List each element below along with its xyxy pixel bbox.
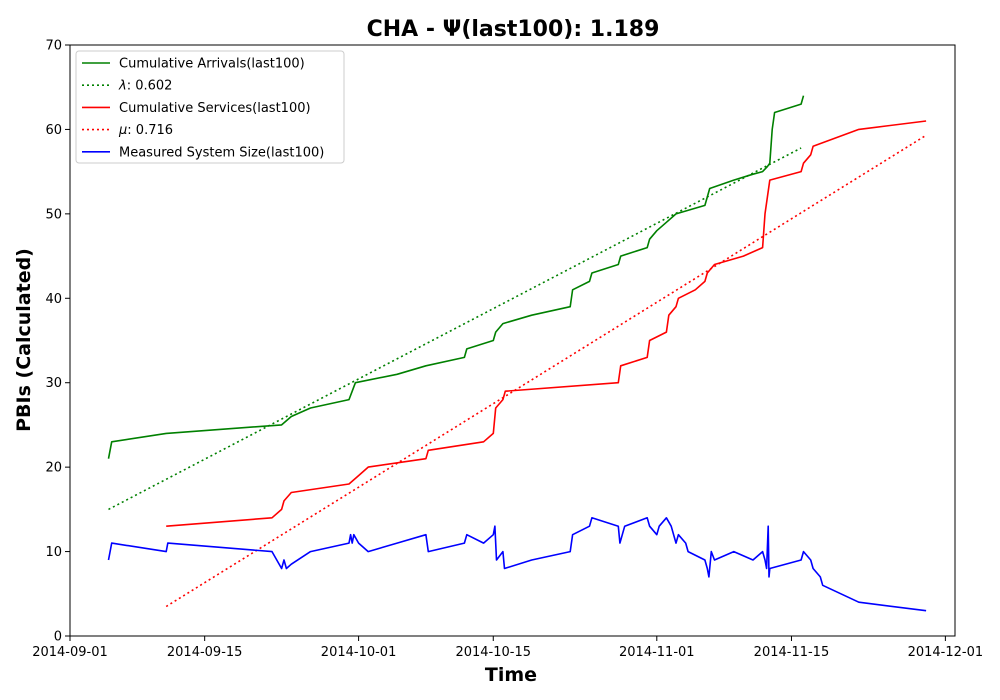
y-tick-label: 10 — [45, 545, 62, 560]
chart-title: CHA - Ψ(last100): 1.189 — [367, 17, 660, 42]
x-tick-label: 2014-12-01 — [908, 645, 984, 660]
y-tick-label: 0 — [54, 630, 62, 645]
legend-entry: Cumulative Services(last100) — [119, 101, 311, 116]
y-tick-label: 30 — [45, 376, 62, 391]
legend-entry: μ: 0.716 — [118, 123, 173, 138]
x-tick-label: 2014-09-01 — [32, 645, 108, 660]
series-line-1 — [109, 148, 802, 509]
y-axis-label: PBIs (Calculated) — [13, 248, 35, 432]
y-tick-label: 50 — [45, 207, 62, 222]
x-tick-label: 2014-11-15 — [754, 645, 830, 660]
y-tick-label: 20 — [45, 461, 62, 476]
y-tick-label: 60 — [45, 123, 62, 138]
x-tick-label: 2014-10-01 — [321, 645, 397, 660]
x-tick-label: 2014-10-15 — [455, 645, 531, 660]
legend-entry: Measured System Size(last100) — [119, 145, 324, 160]
plot-area: 2014-09-01 2014-09-15 2014-10-01 2014-10-15… — [32, 39, 983, 661]
legend-entry: λ: 0.602 — [118, 79, 172, 94]
legend-entry: Cumulative Arrivals(last100) — [119, 57, 305, 72]
x-tick-label: 2014-11-01 — [619, 645, 695, 660]
series-line-2 — [166, 121, 926, 526]
x-tick-label: 2014-09-15 — [167, 645, 243, 660]
y-tick-label: 70 — [45, 39, 62, 54]
series-line-3 — [166, 135, 926, 606]
series-line-4 — [109, 518, 927, 611]
x-axis-label: Time — [485, 664, 537, 686]
y-tick-label: 40 — [45, 292, 62, 307]
